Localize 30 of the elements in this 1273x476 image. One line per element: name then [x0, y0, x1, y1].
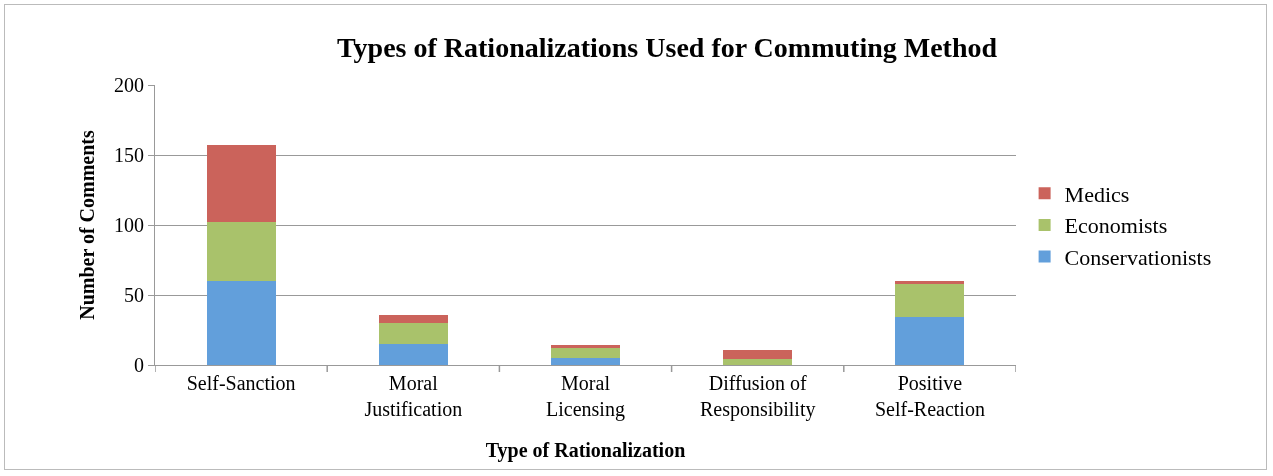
y-tick-label: 0 [134, 354, 144, 376]
legend-label: Medics [1064, 181, 1130, 207]
bar [723, 349, 793, 360]
bar [723, 359, 793, 365]
y-tick-label: 50 [124, 284, 144, 306]
bar [895, 281, 965, 284]
x-tick-label: Moral Licensing [546, 372, 625, 421]
x-tick-label: Diffusion of Responsibility [699, 372, 816, 421]
bar [378, 344, 448, 365]
bar [551, 348, 620, 358]
bar [206, 145, 276, 223]
y-tick-label: 150 [114, 144, 144, 166]
y-tick-label: 100 [114, 214, 144, 236]
bar [206, 222, 276, 281]
bar [551, 358, 620, 365]
bar [895, 317, 965, 365]
y-tick-label: 200 [114, 74, 144, 96]
legend-label: Conservationists [1064, 245, 1212, 271]
bar [206, 281, 276, 365]
bar [895, 283, 965, 318]
y-axis-title: Number of Comments [75, 129, 98, 320]
x-tick-label: Positive Self-Reaction [874, 372, 985, 420]
bar [378, 314, 448, 323]
bar [378, 323, 448, 344]
legend-label: Economists [1064, 213, 1168, 239]
x-axis-title: Type of Rationalization [485, 438, 686, 462]
x-tick-label: Self-Sanction [186, 372, 296, 394]
chart-title: Types of Rationalizations Used for Commuting Method [336, 32, 998, 64]
x-tick-label: Moral Justification [364, 372, 463, 420]
bar [551, 345, 620, 349]
